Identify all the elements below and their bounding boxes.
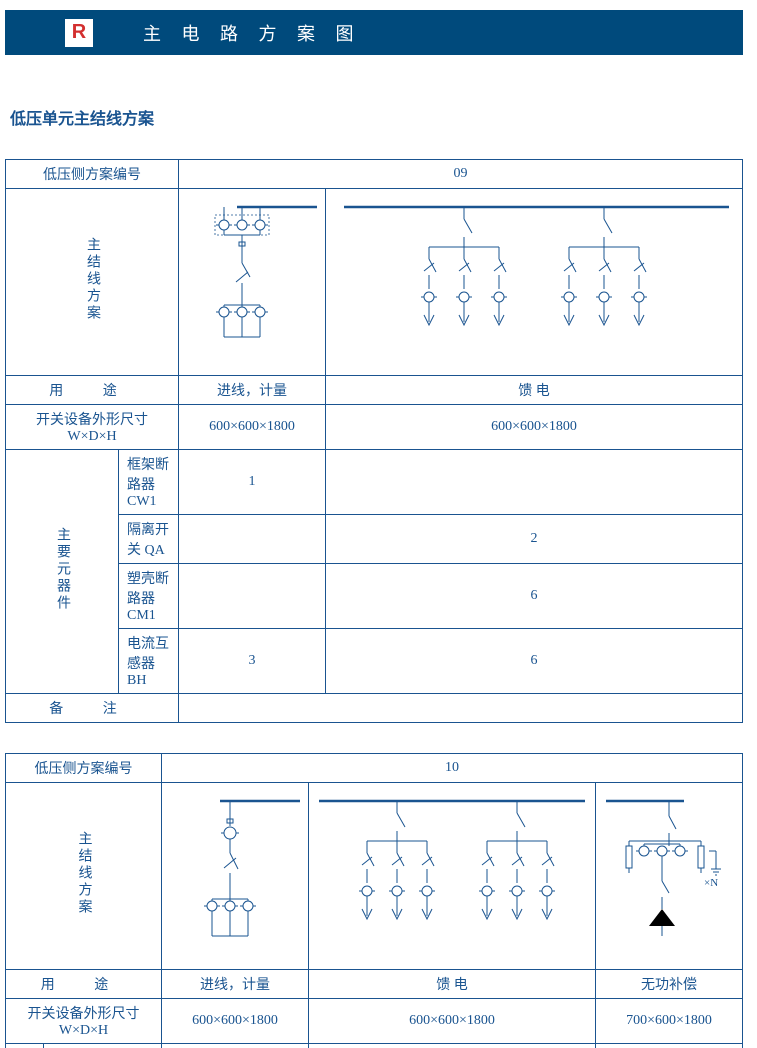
scheme-no-value: 09 [179, 160, 743, 189]
svg-text:×N: ×N [704, 877, 718, 889]
comp-cm1-label: 塑壳断路器 CM1 [119, 564, 179, 629]
comp-cm1-c1 [179, 564, 326, 629]
circuit-feeder-icon [334, 197, 734, 367]
scheme-table-10: 低压侧方案编号 10 主结线方案 [5, 753, 743, 1048]
comp-bh-c1: 3 [179, 629, 326, 694]
diagram-compensation: ×N [595, 783, 742, 970]
comp-qa-c1 [179, 515, 326, 564]
components-label-cell: 主要元器件 [6, 450, 119, 694]
scheme-no-value: 10 [161, 754, 742, 783]
usage-c3: 无功补偿 [595, 970, 742, 999]
usage-label: 用 途 [6, 970, 162, 999]
circuit-incoming-icon [170, 791, 300, 961]
scheme-table-09: 低压侧方案编号 09 主结线方案 [5, 159, 743, 723]
usage-label: 用 途 [6, 376, 179, 405]
usage-c1: 进线，计量 [161, 970, 308, 999]
circuit-feeder-icon [317, 791, 587, 961]
scheme-no-label: 低压侧方案编号 [6, 754, 162, 783]
diagram-incoming [179, 189, 326, 376]
dims-c2: 600×600×1800 [308, 999, 595, 1044]
components-label-cell: 主 [6, 1044, 44, 1048]
usage-c1: 进线，计量 [179, 376, 326, 405]
comp-cm1-c2: 6 [326, 564, 743, 629]
dims-c2: 600×600×1800 [326, 405, 743, 450]
dims-c1: 600×600×1800 [161, 999, 308, 1044]
usage-c2: 馈 电 [326, 376, 743, 405]
wiring-label-cell: 主结线方案 [6, 189, 179, 376]
notes-value [179, 694, 743, 723]
diagram-feeder [326, 189, 743, 376]
usage-c2: 馈 电 [308, 970, 595, 999]
header-bar: R 主 电 路 方 案 图 [5, 10, 743, 55]
comp-cw1-label: 框架断路器 CW1 [44, 1044, 162, 1048]
wiring-label: 主结线方案 [73, 831, 93, 916]
wiring-label: 主结线方案 [82, 237, 102, 322]
diagram-feeder [308, 783, 595, 970]
circuit-incoming-icon [187, 197, 317, 367]
section-title: 低压单元主结线方案 [10, 105, 757, 129]
comp-qa-label: 隔离开关 QA [119, 515, 179, 564]
logo: R [65, 19, 93, 47]
dims-label: 开关设备外形尺寸W×D×H [6, 999, 162, 1044]
comp-cw1-label: 框架断路器 CW1 [119, 450, 179, 515]
comp-cw1-c2 [308, 1044, 595, 1048]
diagram-incoming [161, 783, 308, 970]
comp-cw1-c2 [326, 450, 743, 515]
comp-qa-c2: 2 [326, 515, 743, 564]
comp-cw1-c3 [595, 1044, 742, 1048]
logo-letter: R [72, 21, 86, 44]
page-title: 主 电 路 方 案 图 [143, 20, 362, 46]
comp-cw1-c1: 1 [161, 1044, 308, 1048]
scheme-no-label: 低压侧方案编号 [6, 160, 179, 189]
comp-bh-c2: 6 [326, 629, 743, 694]
comp-bh-label: 电流互感器 BH [119, 629, 179, 694]
dims-label: 开关设备外形尺寸W×D×H [6, 405, 179, 450]
circuit-compensation-icon: ×N [604, 791, 734, 961]
wiring-label-cell: 主结线方案 [6, 783, 162, 970]
dims-c3: 700×600×1800 [595, 999, 742, 1044]
components-label: 主要元器件 [52, 527, 72, 612]
notes-label: 备 注 [6, 694, 179, 723]
comp-cw1-c1: 1 [179, 450, 326, 515]
dims-c1: 600×600×1800 [179, 405, 326, 450]
